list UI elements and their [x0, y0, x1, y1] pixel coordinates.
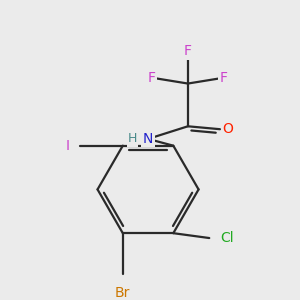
- Text: N: N: [143, 132, 153, 146]
- Text: Br: Br: [115, 286, 130, 300]
- Text: F: F: [220, 71, 228, 85]
- Text: O: O: [222, 122, 233, 136]
- Text: H: H: [128, 132, 137, 146]
- Text: I: I: [65, 139, 69, 153]
- Text: F: F: [148, 71, 156, 85]
- Text: F: F: [184, 44, 192, 58]
- Text: Cl: Cl: [220, 231, 234, 245]
